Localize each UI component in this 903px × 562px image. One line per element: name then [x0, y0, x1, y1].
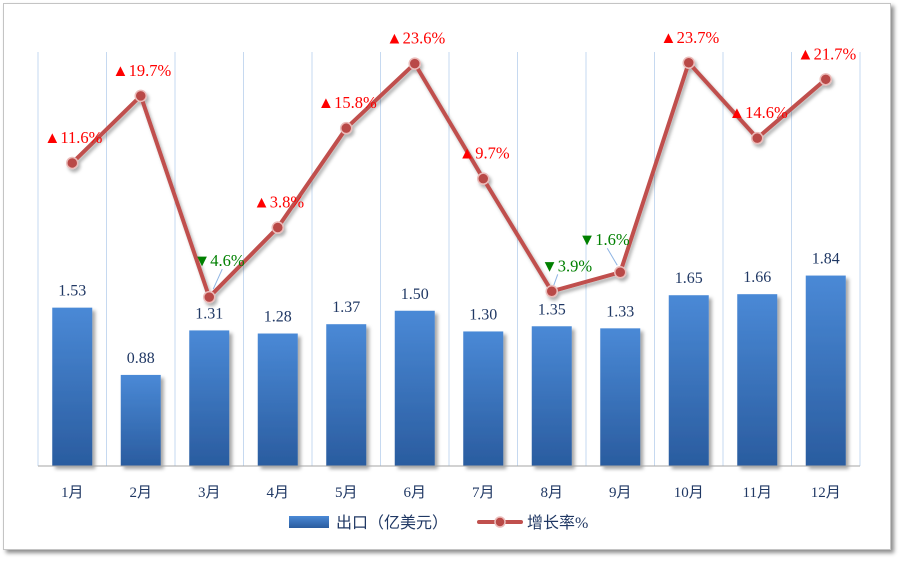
x-tick-label-month-3: 3月: [198, 485, 221, 501]
bar-month-9: [600, 328, 641, 466]
bar-month-7: [463, 331, 504, 466]
growth-label-month-11: ▲14.6%: [729, 103, 788, 122]
growth-marker-month-3: [203, 290, 216, 304]
bar-month-3: [189, 330, 230, 466]
bar-label-month-12: 1.84: [812, 251, 840, 268]
x-tick-label-month-5: 5月: [335, 485, 358, 501]
bar-label-month-4: 1.28: [264, 309, 292, 326]
x-tick-label-month-8: 8月: [540, 485, 563, 501]
x-tick-label-month-12: 12月: [811, 485, 841, 501]
bar-month-12: [805, 275, 846, 466]
bar-label-month-10: 1.65: [675, 270, 703, 287]
growth-marker-month-7: [477, 172, 490, 185]
growth-label-month-1: ▲11.6%: [44, 128, 103, 147]
growth-marker-month-11: [751, 131, 764, 145]
x-tick-label-month-9: 9月: [609, 485, 632, 501]
growth-marker-month-1: [66, 156, 79, 170]
line-series-growth-rate: [66, 56, 832, 304]
growth-label-month-2: ▲19.7%: [112, 61, 171, 80]
bar-month-10: [668, 295, 709, 466]
growth-label-month-3: ▼4.6%: [194, 251, 245, 270]
bar-label-month-3: 1.31: [195, 305, 223, 322]
legend: 出口（亿美元） 增长率%: [289, 514, 588, 532]
growth-label-month-8: ▼3.9%: [541, 256, 592, 275]
bar-month-2: [120, 374, 161, 466]
bar-month-11: [737, 294, 778, 466]
growth-marker-month-2: [134, 89, 147, 103]
x-tick-label-month-10: 10月: [674, 485, 704, 501]
bar-label-month-2: 0.88: [127, 350, 155, 367]
vertical-gridlines: [37, 52, 861, 466]
growth-rate-line: [70, 60, 828, 300]
growth-marker-month-8: [545, 285, 558, 298]
x-tick-label-month-6: 6月: [403, 485, 426, 501]
growth-label-month-12: ▲21.7%: [797, 44, 856, 63]
growth-label-month-5: ▲15.8%: [318, 93, 377, 112]
growth-marker-month-5: [340, 121, 353, 135]
growth-marker-month-12: [819, 73, 832, 86]
bar-label-month-11: 1.66: [743, 269, 771, 286]
x-axis: 1月 2月 3月 4月 5月 6月 7月 8月 9月 10月 11月 12月: [38, 465, 860, 501]
bar-month-4: [257, 333, 298, 466]
bar-month-6: [394, 310, 435, 466]
growth-label-month-10: ▲23.7%: [660, 28, 719, 47]
growth-marker-month-4: [271, 221, 284, 234]
growth-label-month-7: ▲9.7%: [459, 144, 510, 163]
bar-month-1: [52, 307, 93, 466]
bar-label-month-8: 1.35: [538, 301, 566, 318]
x-tick-label-month-7: 7月: [472, 485, 495, 501]
leader-line-month-9: [606, 247, 618, 266]
x-tick-label-month-4: 4月: [266, 485, 289, 501]
x-tick-label-month-2: 2月: [129, 485, 152, 501]
legend-label-exports: 出口（亿美元）: [336, 514, 448, 532]
bar-label-month-1: 1.53: [58, 283, 86, 300]
data-labels: 1.53 0.88 1.31 1.28 1.37 1.50 1.30 1.35 1.33 1.65…: [44, 28, 856, 367]
legend-swatch-growth-marker: [494, 516, 506, 528]
x-tick-label-month-1: 1月: [61, 485, 84, 501]
growth-label-month-9: ▼1.6%: [579, 230, 630, 249]
growth-label-month-4: ▲3.8%: [253, 193, 304, 212]
bar-label-month-6: 1.50: [401, 286, 429, 303]
bar-month-8: [531, 326, 572, 466]
bar-label-month-7: 1.30: [469, 306, 497, 323]
leader-line-month-8: [553, 274, 559, 286]
growth-marker-month-9: [614, 265, 627, 279]
bar-label-month-5: 1.37: [332, 299, 360, 316]
x-tick-label-month-11: 11月: [743, 485, 772, 501]
growth-marker-month-6: [408, 57, 421, 70]
bar-series-exports: [52, 275, 846, 466]
legend-label-growth-rate: 增长率%: [527, 514, 588, 532]
legend-swatch-exports: [289, 516, 329, 528]
leader-line-month-3: [212, 268, 223, 290]
bar-month-5: [326, 324, 367, 466]
growth-marker-month-10: [682, 56, 695, 70]
growth-label-month-6: ▲23.6%: [386, 29, 445, 48]
bar-label-month-9: 1.33: [606, 303, 634, 320]
